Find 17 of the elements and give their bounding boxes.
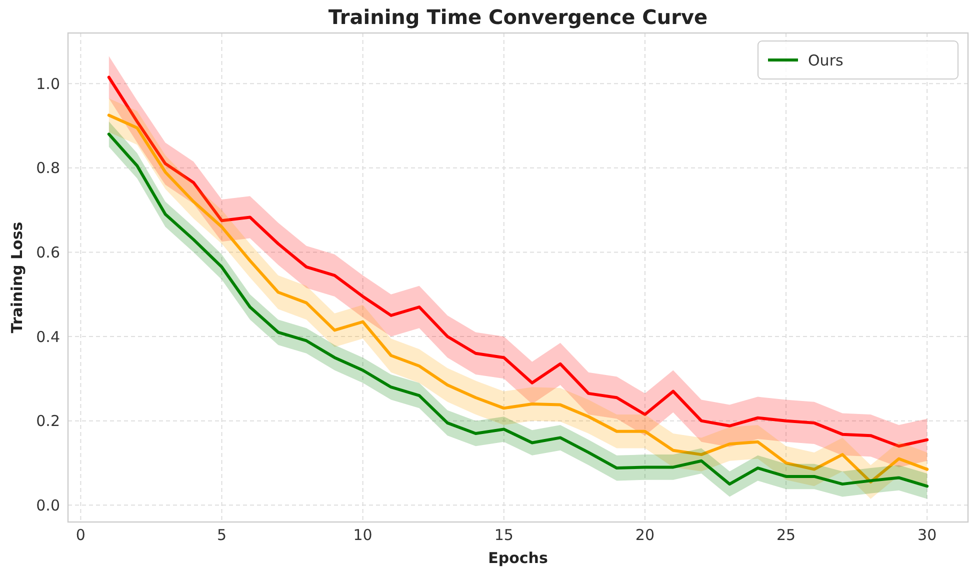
y-tick-label: 0.4	[36, 328, 60, 346]
y-tick-label: 1.0	[36, 74, 60, 93]
chart-title: Training Time Convergence Curve	[328, 5, 708, 29]
y-tick-label: 0.2	[36, 412, 60, 430]
x-tick-label: 20	[635, 526, 655, 544]
y-axis-title: Training Loss	[8, 222, 26, 334]
legend-label: Ours	[808, 51, 844, 70]
x-tick-label: 25	[776, 526, 796, 544]
x-tick-label: 30	[918, 526, 937, 544]
y-tick-label: 0.6	[36, 243, 60, 262]
x-tick-label: 5	[216, 526, 227, 544]
y-tick-label: 0.0	[36, 496, 60, 514]
y-tick-label: 0.8	[36, 159, 60, 178]
x-tick-label: 0	[76, 526, 86, 544]
x-tick-label: 15	[494, 526, 514, 544]
x-tick-label: 10	[353, 526, 372, 544]
x-axis-title: Epochs	[488, 549, 548, 567]
